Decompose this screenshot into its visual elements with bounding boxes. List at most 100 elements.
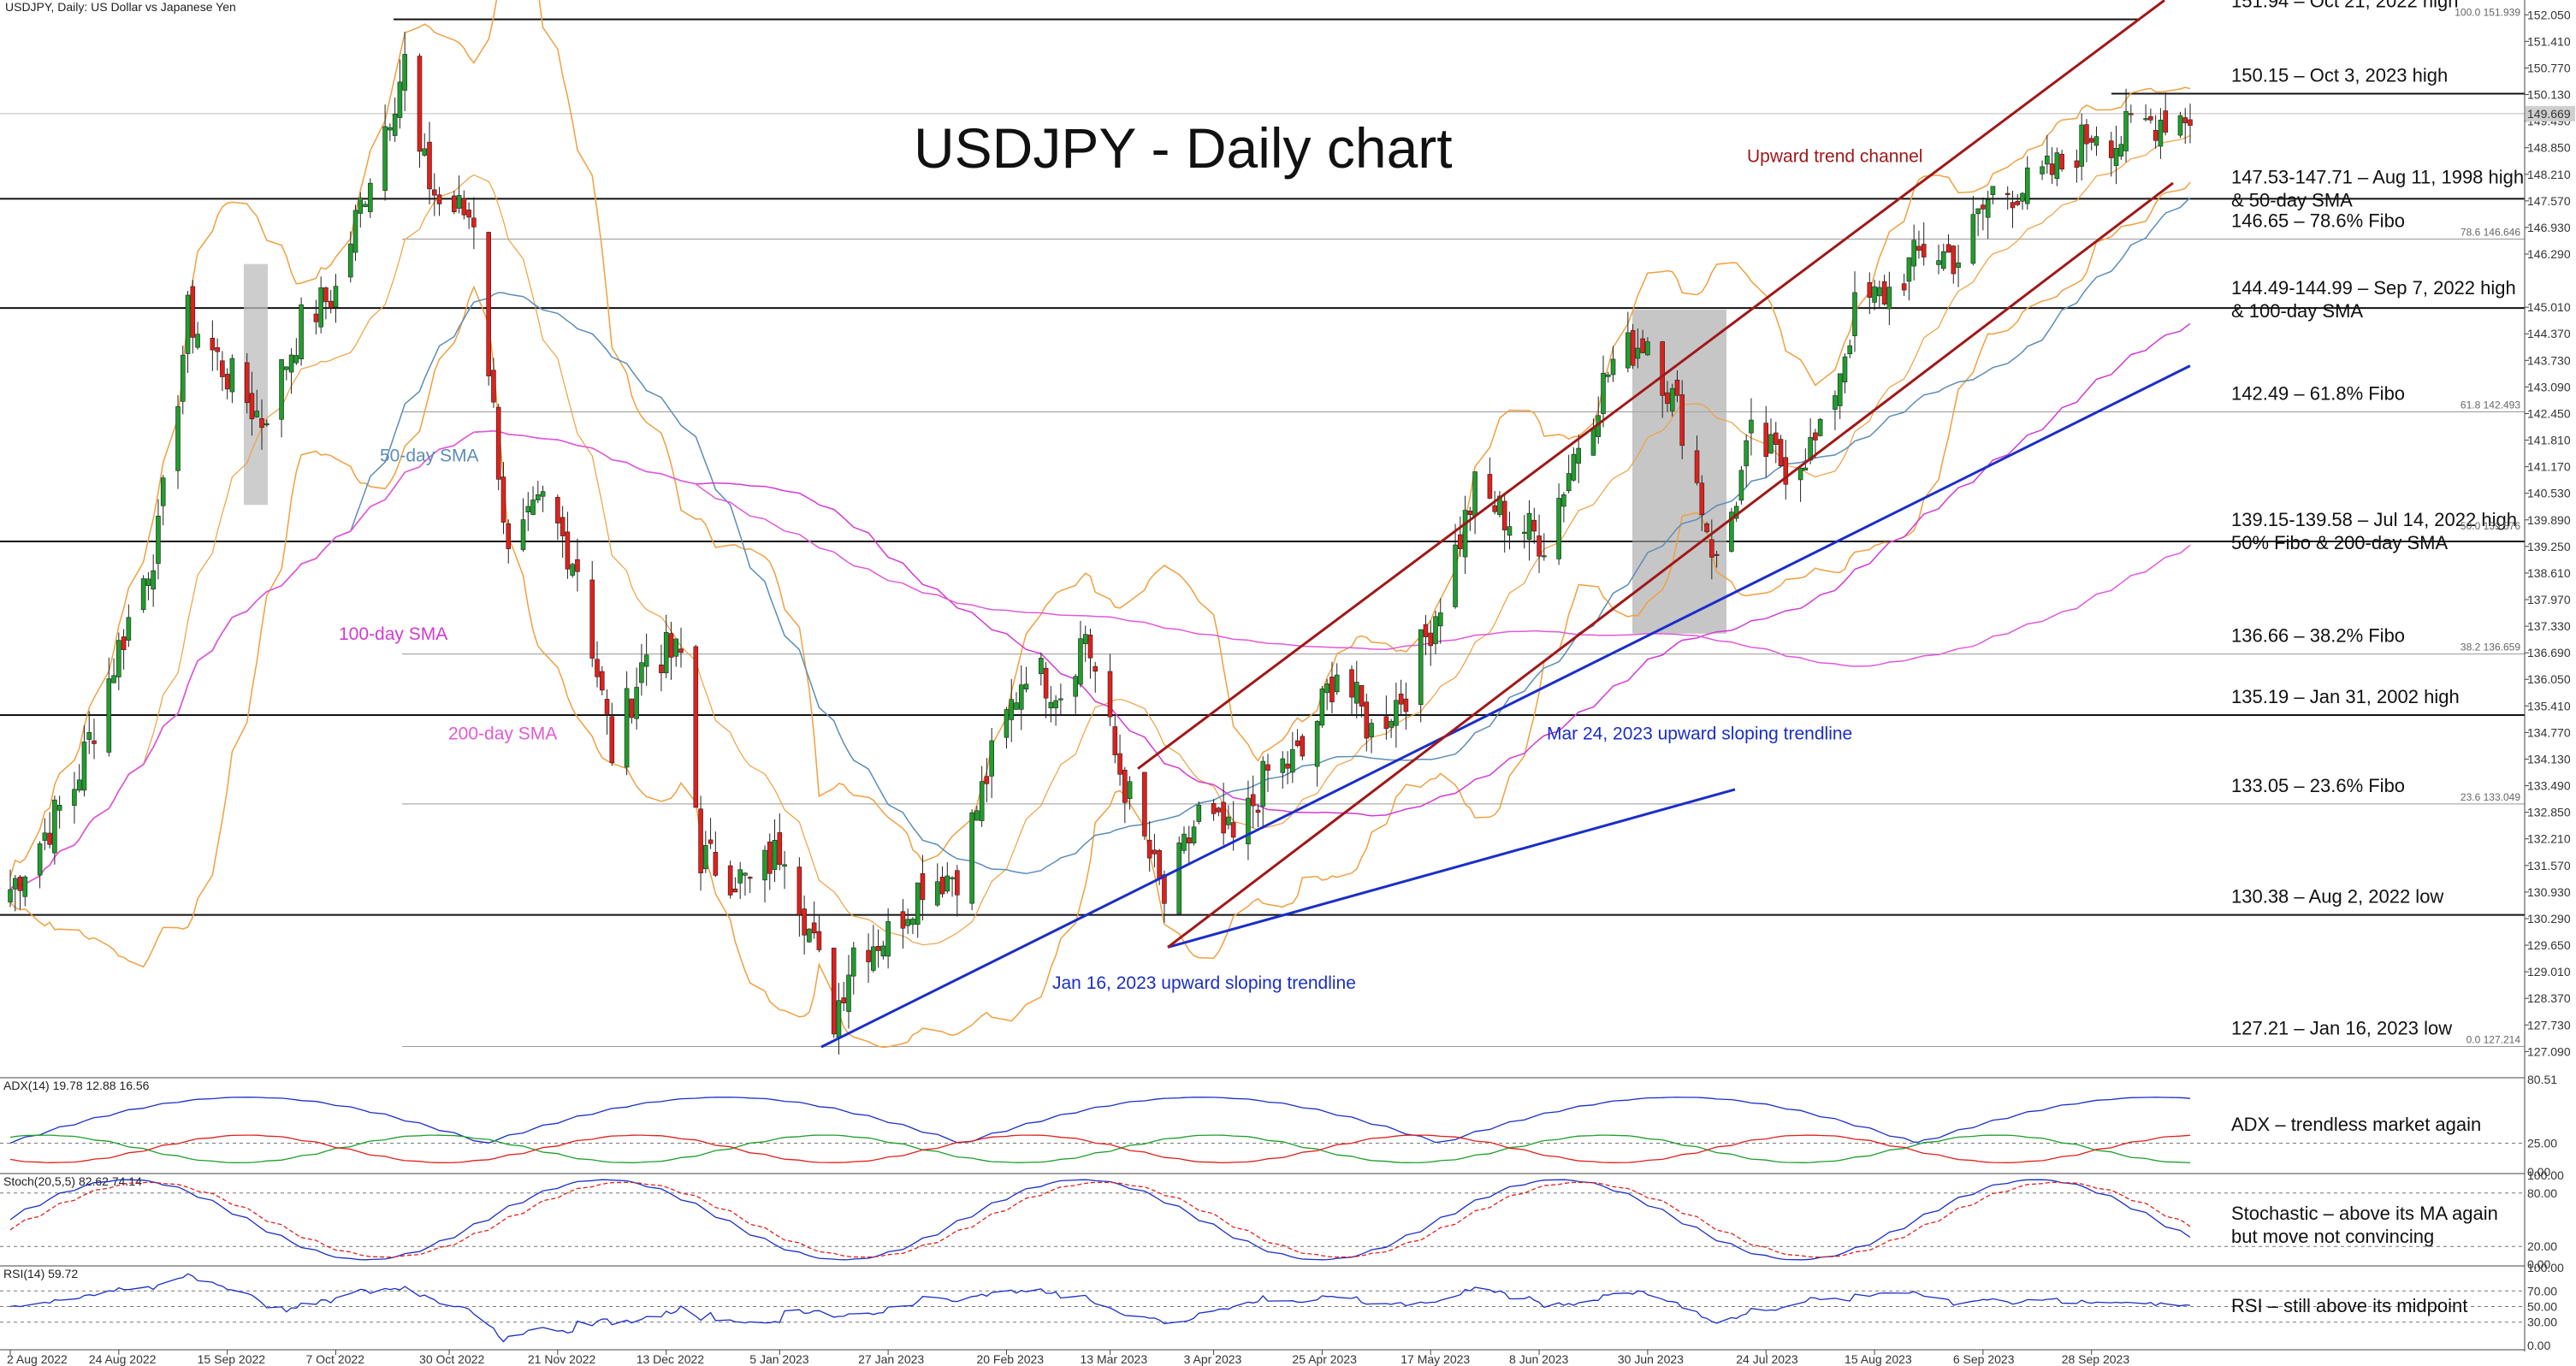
candle-body <box>1916 245 1922 251</box>
adx-line <box>9 1097 2191 1144</box>
candle-body <box>2088 138 2094 143</box>
candle-body <box>984 776 990 784</box>
candle-body <box>1679 394 1685 446</box>
candle-body <box>1403 698 1409 713</box>
candle-body <box>1945 244 1951 253</box>
bollinger-upper <box>9 0 2191 878</box>
panel-tick-label: 80.51 <box>2527 1073 2557 1086</box>
candle-body <box>106 678 112 753</box>
candle-body <box>2118 144 2124 157</box>
candle-body <box>831 948 837 1035</box>
candle-body <box>846 974 851 1012</box>
candle-body <box>2163 110 2168 133</box>
candle-body <box>1981 204 1986 210</box>
candle-body <box>850 947 856 977</box>
candle-body <box>352 210 358 253</box>
candle-body <box>871 946 876 971</box>
candle-body <box>1610 358 1616 376</box>
candle-body <box>1571 453 1577 481</box>
stoch-note: Stochastic – above its MA again <box>2231 1203 2498 1224</box>
price-tick-label: 132.210 <box>2527 832 2571 846</box>
candle-body <box>328 300 334 309</box>
candle-body <box>2024 167 2030 204</box>
current-price-label: 149.669 <box>2527 107 2571 121</box>
candle-body <box>540 491 546 497</box>
candle-body <box>1886 287 1892 310</box>
candle-body <box>259 417 264 429</box>
price-tick-label: 129.010 <box>2527 965 2571 979</box>
candle-body <box>1803 467 1809 470</box>
candle-body <box>1265 764 1270 771</box>
candle-body <box>1556 498 1561 559</box>
panel-tick-label: 0.00 <box>2527 1339 2550 1352</box>
candle-body <box>1660 341 1665 396</box>
candle-body <box>1531 519 1537 532</box>
candle-body <box>2143 118 2148 121</box>
candle-body <box>525 506 531 512</box>
date-tick-label: 5 Jan 2023 <box>749 1352 808 1366</box>
candle-body <box>1260 760 1266 807</box>
fibo-tag: 23.6 133.049 <box>2461 791 2520 803</box>
candle-body <box>1665 392 1670 405</box>
candle-body <box>1369 723 1374 737</box>
candle-body <box>915 882 921 925</box>
sma-200-label: 200-day SMA <box>448 724 557 744</box>
candle-body <box>1714 553 1720 556</box>
candle-body <box>1437 612 1443 627</box>
candle-body <box>456 195 462 209</box>
date-axis: 2 Aug 2022 24 Aug 2022 15 Sep 2022 7 Oct 20… <box>0 1349 2525 1366</box>
candle-body <box>1778 439 1784 466</box>
candle-body <box>2108 140 2114 158</box>
price-tick-label: 137.970 <box>2527 593 2571 606</box>
candle-body <box>743 872 748 876</box>
candle-body <box>1162 874 1167 904</box>
candle-body <box>1537 535 1542 557</box>
candle-body <box>1763 423 1769 458</box>
candle-body <box>979 781 985 821</box>
chart-title: USDJPY - Daily chart <box>914 116 1453 180</box>
candle-body <box>1640 338 1645 353</box>
candle-body <box>72 789 77 806</box>
candle-body <box>81 742 87 791</box>
jul-2023-box <box>1632 310 1726 634</box>
level-label: 130.38 – Aug 2, 2022 low <box>2231 886 2443 908</box>
candle-body <box>1462 510 1468 558</box>
candle-body <box>392 114 398 136</box>
candle-body <box>2093 136 2099 146</box>
candle-body <box>530 500 536 515</box>
candle-body <box>1039 658 1044 675</box>
candle-body <box>422 148 428 156</box>
candle-body <box>643 654 649 667</box>
sma-50-label: 50-day SMA <box>380 446 479 465</box>
candle-body <box>37 843 43 876</box>
moving-averages <box>9 197 2191 890</box>
candle-body <box>1975 208 1981 215</box>
candle-body <box>1280 758 1286 773</box>
candle-body <box>1877 287 1882 297</box>
candle-body <box>1146 839 1152 859</box>
candle-body <box>698 808 703 873</box>
candle-body <box>244 362 250 404</box>
stoch-note-secondary: but move not convincing <box>2231 1226 2434 1247</box>
candle-body <box>175 406 181 471</box>
candle-body <box>1956 262 1961 269</box>
candle-body <box>111 675 116 683</box>
price-tick-label: 148.210 <box>2527 168 2571 181</box>
candle-body <box>1255 809 1261 813</box>
candle-body <box>368 182 373 212</box>
mar-2023-trendline-label: Mar 24, 2023 upward sloping trendline <box>1547 724 1852 744</box>
candle-body <box>2113 148 2119 166</box>
candle-body <box>1645 341 1650 356</box>
candle-body <box>727 865 733 896</box>
candle-body <box>2084 124 2089 145</box>
candle-body <box>47 832 52 845</box>
rsi-note: RSI – still above its midpoint <box>2231 1295 2467 1316</box>
date-tick-label: 30 Oct 2022 <box>419 1352 484 1366</box>
candle-body <box>520 519 526 550</box>
price-tick-label: 139.890 <box>2527 513 2571 527</box>
candle-body <box>629 698 635 718</box>
price-tick-label: 140.530 <box>2527 487 2571 500</box>
candle-body <box>1394 700 1399 726</box>
level-label: 135.19 – Jan 31, 2002 high <box>2231 686 2460 707</box>
